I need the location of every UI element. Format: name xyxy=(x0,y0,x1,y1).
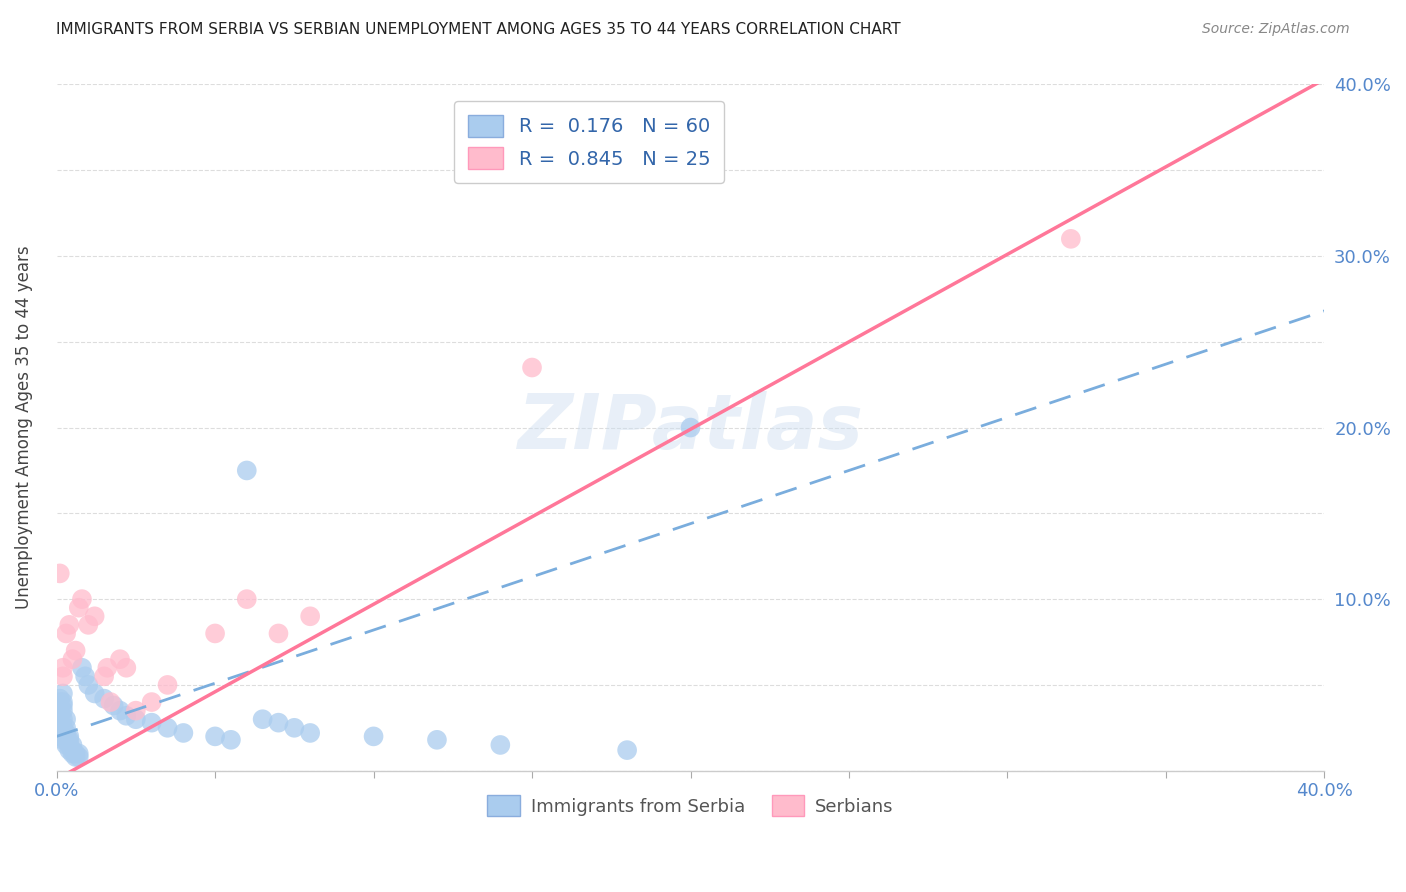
Point xyxy=(52,686,75,700)
Point xyxy=(156,721,179,735)
Point xyxy=(52,732,75,747)
Point xyxy=(115,708,138,723)
Point xyxy=(236,592,259,607)
Point xyxy=(283,721,305,735)
Point xyxy=(65,750,87,764)
Point xyxy=(108,704,131,718)
Point xyxy=(49,730,72,744)
Point xyxy=(679,420,702,434)
Point xyxy=(65,643,87,657)
Point xyxy=(67,750,90,764)
Point xyxy=(520,360,543,375)
Point xyxy=(172,726,194,740)
Point xyxy=(125,712,148,726)
Point xyxy=(62,743,84,757)
Point xyxy=(267,626,290,640)
Point xyxy=(70,661,93,675)
Point xyxy=(299,609,322,624)
Point xyxy=(70,592,93,607)
Point xyxy=(49,715,72,730)
Point xyxy=(52,704,75,718)
Point xyxy=(616,743,638,757)
Point xyxy=(55,726,77,740)
Point xyxy=(83,686,105,700)
Point xyxy=(125,704,148,718)
Point xyxy=(55,738,77,752)
Point xyxy=(52,661,75,675)
Point xyxy=(141,695,163,709)
Point xyxy=(489,738,512,752)
Point xyxy=(108,652,131,666)
Point xyxy=(219,732,242,747)
Point xyxy=(62,652,84,666)
Point xyxy=(67,747,90,761)
Point xyxy=(115,661,138,675)
Point xyxy=(75,669,97,683)
Text: ZIPatlas: ZIPatlas xyxy=(517,391,863,465)
Text: Source: ZipAtlas.com: Source: ZipAtlas.com xyxy=(1202,22,1350,37)
Point xyxy=(52,698,75,713)
Point xyxy=(141,715,163,730)
Point xyxy=(58,732,80,747)
Point xyxy=(58,738,80,752)
Point xyxy=(58,743,80,757)
Point xyxy=(49,704,72,718)
Point xyxy=(55,730,77,744)
Point xyxy=(49,691,72,706)
Point xyxy=(52,726,75,740)
Point xyxy=(267,715,290,730)
Point xyxy=(67,600,90,615)
Point xyxy=(426,732,449,747)
Point xyxy=(204,626,226,640)
Point xyxy=(55,732,77,747)
Point xyxy=(58,730,80,744)
Point xyxy=(83,609,105,624)
Point xyxy=(62,747,84,761)
Point xyxy=(363,730,385,744)
Point xyxy=(49,698,72,713)
Point xyxy=(1060,232,1083,246)
Point xyxy=(156,678,179,692)
Point xyxy=(49,566,72,581)
Point xyxy=(49,708,72,723)
Point xyxy=(52,712,75,726)
Point xyxy=(204,730,226,744)
Point xyxy=(55,721,77,735)
Point xyxy=(49,695,72,709)
Text: IMMIGRANTS FROM SERBIA VS SERBIAN UNEMPLOYMENT AMONG AGES 35 TO 44 YEARS CORRELA: IMMIGRANTS FROM SERBIA VS SERBIAN UNEMPL… xyxy=(56,22,901,37)
Point xyxy=(62,738,84,752)
Point xyxy=(236,463,259,477)
Point xyxy=(55,712,77,726)
Point xyxy=(58,618,80,632)
Point xyxy=(96,661,118,675)
Point xyxy=(55,626,77,640)
Legend: Immigrants from Serbia, Serbians: Immigrants from Serbia, Serbians xyxy=(479,789,901,823)
Point xyxy=(77,618,100,632)
Point xyxy=(52,695,75,709)
Point xyxy=(65,747,87,761)
Point xyxy=(52,669,75,683)
Point xyxy=(299,726,322,740)
Point xyxy=(93,669,115,683)
Point xyxy=(77,678,100,692)
Point xyxy=(49,721,72,735)
Y-axis label: Unemployment Among Ages 35 to 44 years: Unemployment Among Ages 35 to 44 years xyxy=(15,246,32,609)
Point xyxy=(49,726,72,740)
Point xyxy=(49,712,72,726)
Point xyxy=(52,730,75,744)
Point xyxy=(103,698,125,713)
Point xyxy=(52,721,75,735)
Point xyxy=(252,712,274,726)
Point xyxy=(93,691,115,706)
Point xyxy=(100,695,122,709)
